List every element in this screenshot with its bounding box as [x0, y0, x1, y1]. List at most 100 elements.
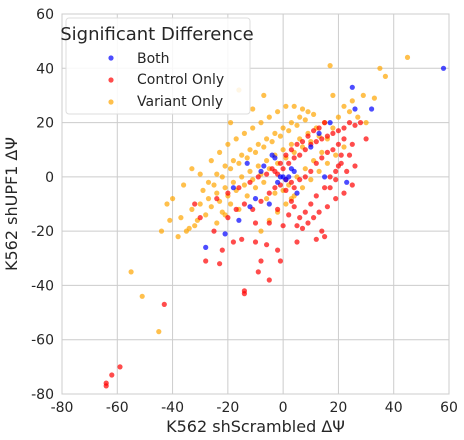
- point-both: [275, 179, 281, 185]
- y-tick-label: -60: [31, 333, 54, 349]
- point-control-only: [272, 185, 278, 191]
- point-variant-only: [233, 136, 239, 142]
- point-variant-only: [404, 54, 411, 61]
- point-control-only: [302, 209, 308, 215]
- point-control-only: [319, 136, 325, 142]
- point-variant-only: [200, 187, 206, 193]
- point-control-only: [330, 130, 336, 136]
- point-both: [286, 174, 292, 180]
- point-control-only: [117, 364, 123, 370]
- point-variant-only: [192, 223, 198, 229]
- point-control-only: [258, 258, 264, 264]
- point-variant-only: [228, 166, 234, 172]
- point-control-only: [302, 174, 308, 180]
- legend-label-both: Both: [137, 51, 170, 67]
- point-variant-only: [264, 196, 270, 202]
- point-variant-only: [244, 193, 250, 199]
- point-variant-only: [247, 168, 253, 174]
- point-variant-only: [291, 103, 297, 109]
- point-variant-only: [250, 125, 256, 131]
- point-variant-only: [261, 92, 267, 98]
- point-control-only: [197, 215, 203, 221]
- point-control-only: [219, 247, 225, 253]
- point-variant-only: [214, 190, 220, 196]
- point-control-only: [299, 139, 306, 145]
- point-control-only: [286, 212, 292, 218]
- point-control-only: [266, 220, 272, 226]
- point-variant-only: [330, 92, 336, 98]
- point-control-only: [233, 206, 239, 212]
- x-tick-label: -80: [51, 400, 74, 416]
- data-points: [103, 54, 447, 389]
- point-control-only: [352, 122, 358, 128]
- point-control-only: [311, 215, 317, 221]
- y-tick-label: 0: [45, 170, 54, 186]
- point-control-only: [316, 125, 322, 131]
- point-control-only: [305, 133, 311, 139]
- point-variant-only: [239, 174, 245, 180]
- point-variant-only: [371, 95, 377, 101]
- point-variant-only: [197, 171, 203, 177]
- point-control-only: [283, 152, 289, 158]
- point-variant-only: [189, 206, 195, 212]
- point-variant-only: [363, 120, 369, 126]
- point-control-only: [324, 204, 330, 210]
- point-both: [252, 196, 259, 202]
- point-variant-only: [241, 182, 247, 188]
- point-variant-only: [294, 122, 300, 128]
- point-variant-only: [341, 144, 347, 150]
- point-variant-only: [283, 103, 289, 109]
- point-control-only: [283, 187, 289, 193]
- point-control-only: [203, 258, 209, 264]
- point-control-only: [313, 236, 319, 242]
- point-variant-only: [241, 130, 247, 136]
- point-control-only: [349, 182, 355, 188]
- point-control-only: [297, 215, 303, 221]
- point-variant-only: [222, 185, 228, 191]
- point-control-only: [241, 288, 247, 294]
- point-both: [369, 106, 375, 112]
- point-variant-only: [128, 269, 134, 275]
- point-control-only: [313, 139, 319, 145]
- x-tick-label: 0: [279, 400, 288, 416]
- point-variant-only: [258, 228, 264, 234]
- point-control-only: [275, 247, 281, 253]
- point-variant-only: [308, 177, 314, 183]
- point-control-only: [363, 136, 369, 142]
- y-axis-label: K562 shUPF1 ΔΨ: [2, 137, 21, 271]
- point-variant-only: [236, 160, 242, 166]
- point-variant-only: [164, 201, 170, 207]
- point-both: [322, 174, 328, 180]
- point-control-only: [230, 239, 236, 245]
- point-control-only: [299, 225, 306, 231]
- point-control-only: [316, 209, 322, 215]
- point-control-only: [288, 147, 294, 153]
- point-control-only: [264, 242, 270, 248]
- point-control-only: [352, 163, 358, 169]
- point-control-only: [277, 258, 283, 264]
- point-control-only: [335, 163, 341, 169]
- point-control-only: [247, 179, 253, 185]
- point-control-only: [109, 372, 115, 378]
- y-tick-label: -40: [31, 278, 54, 294]
- x-tick-label: 40: [385, 400, 403, 416]
- point-control-only: [277, 160, 283, 166]
- point-variant-only: [217, 149, 223, 155]
- point-control-only: [305, 220, 311, 226]
- point-control-only: [291, 185, 297, 191]
- point-control-only: [333, 168, 339, 174]
- point-variant-only: [178, 215, 184, 221]
- point-control-only: [341, 190, 347, 196]
- point-variant-only: [197, 201, 203, 207]
- point-variant-only: [277, 133, 283, 139]
- point-variant-only: [139, 293, 145, 299]
- point-control-only: [324, 149, 330, 155]
- point-control-only: [311, 128, 317, 134]
- point-variant-only: [335, 114, 341, 120]
- point-control-only: [275, 206, 281, 212]
- point-control-only: [335, 128, 341, 134]
- legend: Significant Difference Both Control Only…: [60, 17, 254, 115]
- point-control-only: [288, 179, 294, 185]
- point-variant-only: [275, 109, 281, 115]
- point-variant-only: [158, 228, 165, 234]
